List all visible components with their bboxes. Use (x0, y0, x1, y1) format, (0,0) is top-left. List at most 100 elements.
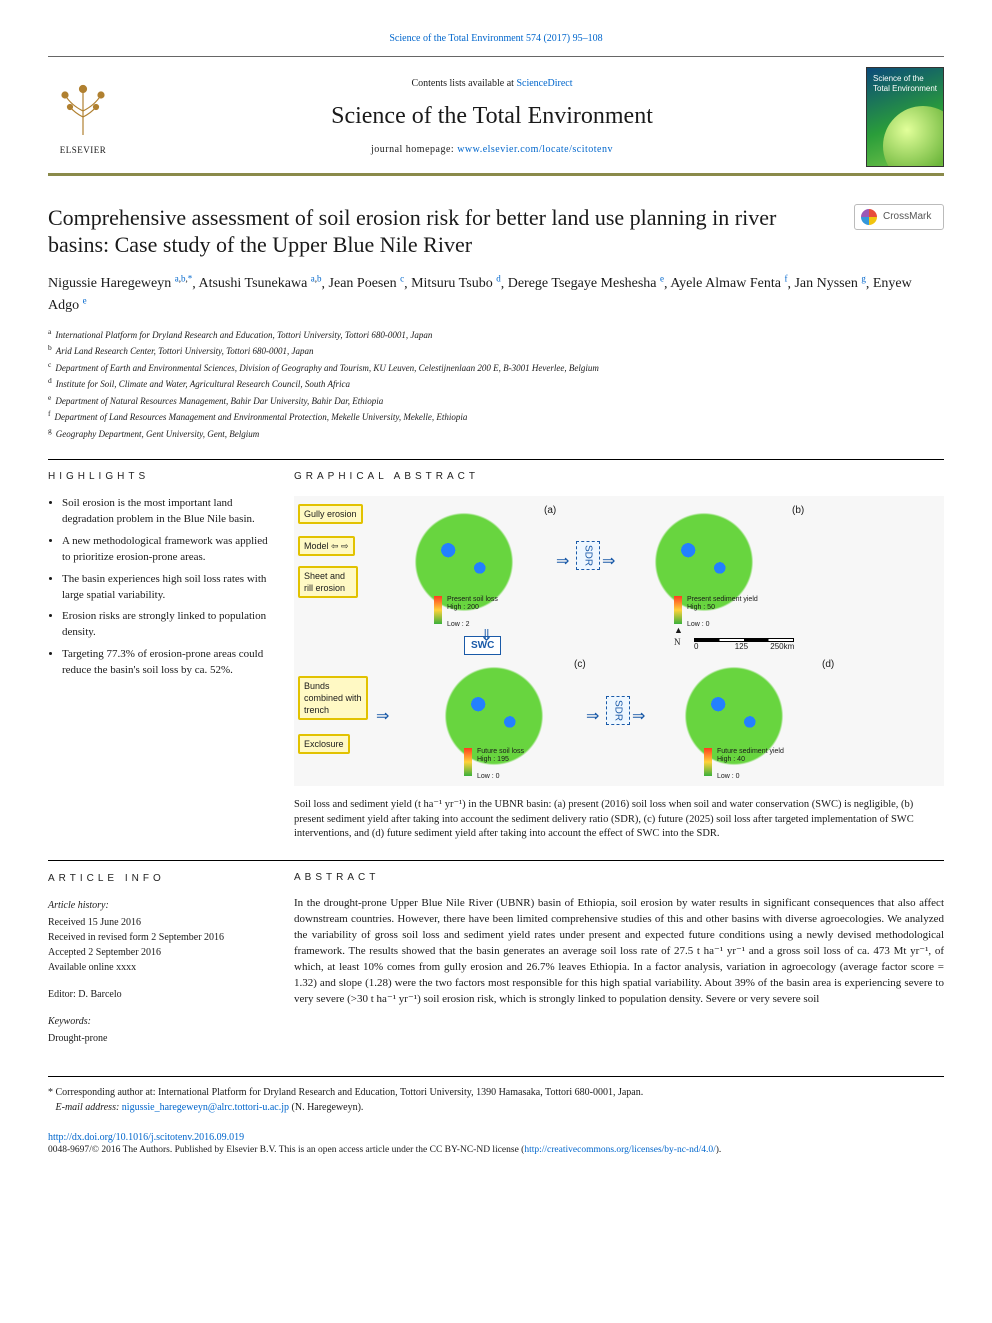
homepage-link[interactable]: www.elsevier.com/locate/scitotenv (457, 144, 613, 155)
rule-before-info-abstract (48, 860, 944, 861)
gradient-bar-icon (434, 596, 442, 624)
highlights-block: HIGHLIGHTS Soil erosion is the most impo… (48, 470, 268, 842)
gradient-bar-icon (674, 596, 682, 624)
editor-name: D. Barcelo (78, 989, 121, 1000)
author: Mitsuru Tsubo d (411, 276, 501, 291)
ga-legend-c-low: Low : 0 (477, 773, 500, 780)
author: Jean Poesen c (329, 276, 405, 291)
corresponding-email-link[interactable]: nigussie_haregeweyn@alrc.tottori-u.ac.jp (122, 1102, 289, 1113)
affiliation: fDepartment of Land Resources Management… (48, 408, 944, 425)
license-link[interactable]: http://creativecommons.org/licenses/by-n… (524, 1145, 715, 1155)
article-info-block: ARTICLE INFO Article history: Received 1… (48, 871, 268, 1058)
affil-ref-link[interactable]: b (181, 274, 186, 284)
crossmark-badge[interactable]: CrossMark (854, 204, 944, 230)
ga-box-model: Model ⇦ ⇨ (298, 536, 355, 556)
graphical-abstract-caption: Soil loss and sediment yield (t ha⁻¹ yr⁻… (294, 798, 944, 842)
keywords-label: Keywords: (48, 1014, 268, 1029)
affil-ref-link[interactable]: c (400, 274, 404, 284)
affil-ref-link[interactable]: f (784, 274, 787, 284)
ga-box-gully: Gully erosion (298, 504, 363, 524)
affil-ref-link[interactable]: a (311, 274, 315, 284)
ga-letter-b: (b) (792, 504, 804, 518)
homepage-prefix: journal homepage: (371, 144, 457, 155)
graphical-abstract-block: GRAPHICAL ABSTRACT Gully erosion Model ⇦… (294, 470, 944, 842)
article-title: Comprehensive assessment of soil erosion… (48, 204, 808, 259)
ga-legend-d-high: High : 40 (717, 756, 745, 763)
info-abstract-row: ARTICLE INFO Article history: Received 1… (48, 871, 944, 1058)
affil-ref-link[interactable]: e (83, 295, 87, 305)
affil-ref-link[interactable]: * (188, 274, 193, 284)
highlights-list: Soil erosion is the most important land … (48, 496, 268, 679)
cover-title: Science of the Total Environment (873, 74, 937, 96)
editor-block: Editor: D. Barcelo (48, 987, 268, 1002)
affiliation-list: aInternational Platform for Dryland Rese… (48, 326, 944, 442)
scale-0: 0 (694, 642, 698, 651)
scale-125: 125 (735, 642, 748, 651)
keywords-block: Keywords: Drought-prone (48, 1014, 268, 1046)
ga-legend-d-low: Low : 0 (717, 773, 740, 780)
cover-title-l2: Total Environment (873, 84, 937, 93)
affil-ref-link[interactable]: b (317, 274, 322, 284)
affil-ref-link[interactable]: d (496, 274, 501, 284)
highlight-item: The basin experiences high soil loss rat… (62, 572, 268, 604)
abstract-block: ABSTRACT In the drought-prone Upper Blue… (294, 871, 944, 1058)
ga-box-bunds: Bunds combined with trench (298, 676, 368, 720)
sciencedirect-link[interactable]: ScienceDirect (516, 78, 572, 89)
affil-ref-link[interactable]: e (660, 274, 664, 284)
ga-legend-a-low: Low : 2 (447, 621, 470, 628)
gradient-bar-icon (704, 748, 712, 776)
license-text: 0048-9697/© 2016 The Authors. Published … (48, 1145, 524, 1155)
author: Nigussie Haregeweyn a,b,* (48, 276, 192, 291)
ga-legend-a-high: High : 200 (447, 604, 479, 611)
highlights-label: HIGHLIGHTS (48, 470, 268, 484)
highlight-item: A new methodological framework was appli… (62, 534, 268, 566)
ga-legend-c: Future soil loss High : 195 Low : 0 (464, 748, 524, 782)
ga-legend-b: Present sediment yield High : 50 Low : 0 (674, 596, 758, 630)
ga-legend-b-low: Low : 0 (687, 621, 710, 628)
abstract-text: In the drought-prone Upper Blue Nile Riv… (294, 896, 944, 1008)
affiliation: bArid Land Research Center, Tottori Univ… (48, 342, 944, 359)
doi-link[interactable]: http://dx.doi.org/10.1016/j.scitotenv.20… (48, 1132, 244, 1143)
editor-label: Editor: (48, 989, 76, 1000)
ga-letter-c: (c) (574, 658, 586, 672)
rule-after-affiliations (48, 459, 944, 460)
ga-arrow-cd-left: ⇒ (586, 706, 599, 728)
author: Derege Tsegaye Meshesha e (508, 276, 664, 291)
history-line: Received in revised form 2 September 201… (48, 930, 268, 945)
ga-box-sheet: Sheet and rill erosion (298, 566, 358, 598)
citation-link[interactable]: Science of the Total Environment 574 (20… (389, 33, 602, 44)
article-info-label: ARTICLE INFO (48, 871, 268, 886)
author-list: Nigussie Haregeweyn a,b,*, Atsushi Tsune… (48, 273, 944, 316)
affil-ref-link[interactable]: g (861, 274, 866, 284)
ga-arrow-side-c: ⇒ (376, 706, 389, 728)
affiliation: gGeography Department, Gent University, … (48, 425, 944, 442)
cover-thumb-container: Science of the Total Environment (866, 67, 944, 167)
affiliation: cDepartment of Earth and Environmental S… (48, 359, 944, 376)
ga-legend-a: Present soil loss High : 200 Low : 2 (434, 596, 498, 630)
affil-ref-link[interactable]: a (175, 274, 179, 284)
license-close: ). (716, 1145, 722, 1155)
gradient-bar-icon (464, 748, 472, 776)
license-line: 0048-9697/© 2016 The Authors. Published … (48, 1144, 944, 1157)
keyword: Drought-prone (48, 1031, 268, 1046)
ga-arrow-ab-right: ⇒ (602, 551, 615, 573)
homepage-line: journal homepage: www.elsevier.com/locat… (130, 143, 854, 157)
ga-sdr-top: SDR (576, 541, 600, 570)
journal-title: Science of the Total Environment (130, 100, 854, 132)
contents-line: Contents lists available at ScienceDirec… (130, 77, 854, 91)
crossmark-icon (861, 209, 877, 225)
scale-250: 250km (770, 642, 794, 651)
email-label: E-mail address: (56, 1102, 120, 1113)
history-header: Article history: (48, 898, 268, 913)
ga-sdr-bottom: SDR (606, 696, 630, 725)
graphical-abstract-figure: Gully erosion Model ⇦ ⇨ Sheet and rill e… (294, 496, 944, 786)
history-line: Accepted 2 September 2016 (48, 945, 268, 960)
affiliation: aInternational Platform for Dryland Rese… (48, 326, 944, 343)
journal-masthead: ELSEVIER Contents lists available at Sci… (48, 56, 944, 176)
article-header: Comprehensive assessment of soil erosion… (48, 204, 944, 259)
ga-letter-a: (a) (544, 504, 556, 518)
cover-art-icon (883, 106, 944, 167)
citation-bar: Science of the Total Environment 574 (20… (48, 32, 944, 46)
author: Ayele Almaw Fenta f (670, 276, 787, 291)
ga-scalebar: 0 125 250km (694, 638, 794, 653)
